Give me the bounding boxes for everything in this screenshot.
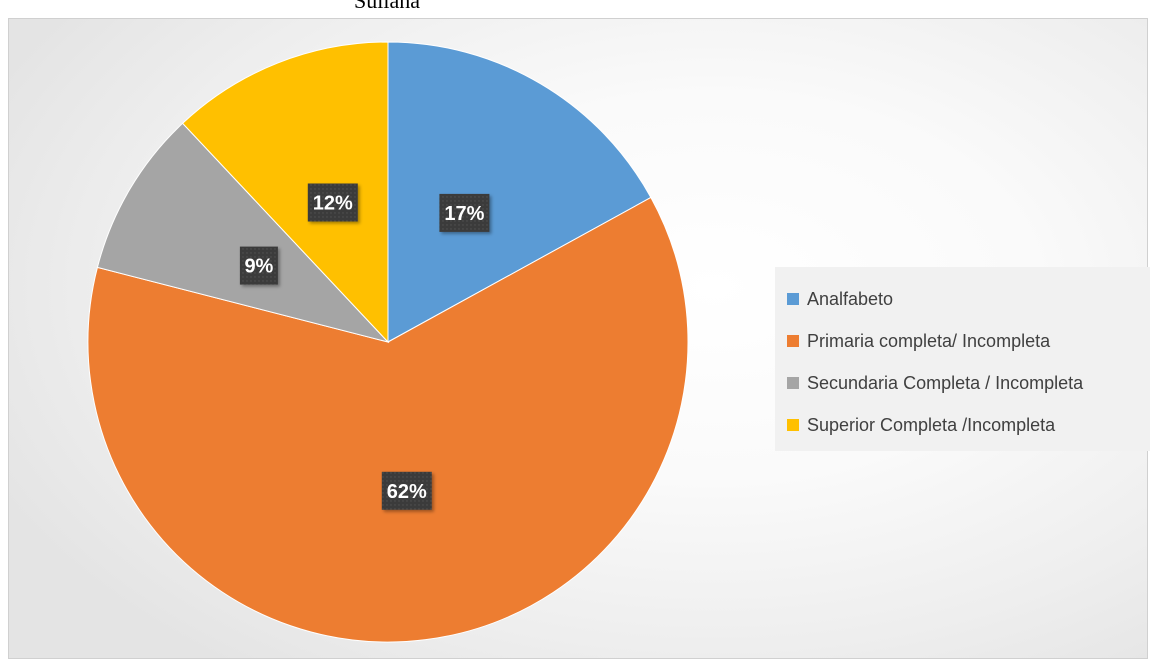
legend-swatch [787,293,799,305]
legend-label: Analfabeto [807,288,894,309]
data-label-secundaria-completa-incompleta: 9% [239,246,278,285]
legend-label: Secundaria Completa / Incompleta [807,372,1084,393]
data-label-superior-completa-incompleta: 12% [307,183,358,222]
data-label-text: 12% [313,193,353,215]
legend-item-analfabeto: Analfabeto [787,278,1150,320]
chart-legend: Analfabeto Primaria completa/ Incompleta S… [775,267,1150,451]
legend-item-superior-completa-incompleta: Superior Completa /Incompleta [787,404,1150,446]
data-label-box [307,183,358,222]
chart-title: Sullana [354,0,420,13]
legend-swatch [787,335,799,347]
legend-swatch [787,419,799,431]
data-label-box [239,246,278,285]
legend-item-secundaria-completa-incompleta: Secundaria Completa / Incompleta [787,362,1150,404]
pie-slice-primaria-completa-incompleta [87,196,689,643]
data-label-box [381,471,432,510]
data-label-primaria-completa-incompleta: 62% [381,471,432,510]
pie-chart: 17% 62% 9% 12% [87,41,689,643]
legend-item-primaria-completa-incompleta: Primaria completa/ Incompleta [787,320,1150,362]
chart-area: 17% 62% 9% 12% Analfabeto Primaria completa/… [8,18,1150,659]
data-label-text: 9% [244,256,273,278]
data-label-analfabeto: 17% [439,193,490,232]
data-label-text: 62% [387,481,427,503]
pie-slice-analfabeto [387,41,652,343]
data-label-box [439,193,490,232]
legend-label: Superior Completa /Incompleta [807,414,1056,435]
pie-slice-secundaria-completa-incompleta [96,122,390,343]
legend-label: Primaria completa/ Incompleta [807,330,1051,351]
legend-swatch [787,377,799,389]
pie-slice-superior-completa-incompleta [181,41,389,344]
data-label-text: 17% [444,203,484,225]
